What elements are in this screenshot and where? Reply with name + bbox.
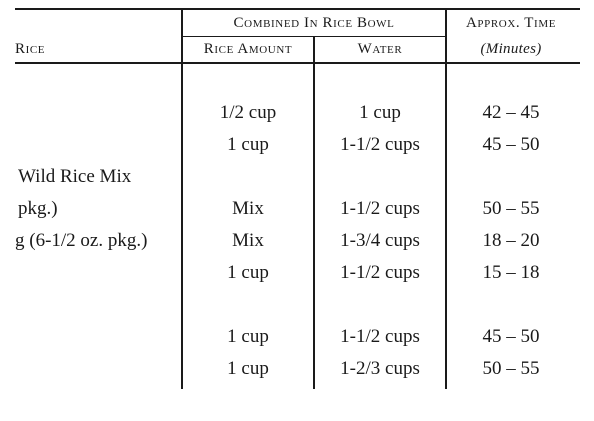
row-amount: 1 cup [227, 134, 269, 155]
row-water: 1-2/3 cups [340, 358, 420, 379]
header-bottom-rule [15, 62, 580, 64]
row-time: 45 – 50 [482, 326, 540, 347]
header-water: Water [357, 41, 403, 57]
row-water: 1-1/2 cups [340, 326, 420, 347]
row-time: 15 – 18 [482, 262, 540, 283]
row-water: 1-1/2 cups [340, 198, 420, 219]
header-rice: Rice [15, 41, 46, 57]
header-combined-in-rice-bowl: Combined In Rice Bowl [233, 15, 395, 31]
row-water: 1-1/2 cups [340, 134, 420, 155]
row-amount: 1 cup [227, 358, 269, 379]
column-divider-1 [181, 9, 183, 389]
row-amount: 1 cup [227, 262, 269, 283]
header-approx-time: Approx. Time [465, 15, 557, 31]
row-time: 42 – 45 [482, 102, 540, 123]
row-water: 1 cup [359, 102, 401, 123]
column-divider-3 [445, 9, 447, 389]
row-rice-name: Wild Rice Mix [18, 166, 132, 187]
combined-underline [182, 36, 446, 38]
header-minutes: (Minutes) [480, 41, 542, 57]
row-rice-name: pkg.) [18, 198, 58, 219]
row-amount: Mix [232, 198, 264, 219]
row-water: 1-1/2 cups [340, 262, 420, 283]
row-amount: Mix [232, 230, 264, 251]
row-time: 50 – 55 [482, 358, 540, 379]
row-amount: 1 cup [227, 326, 269, 347]
column-divider-2 [313, 37, 315, 389]
row-time: 18 – 20 [482, 230, 540, 251]
row-rice-name: g (6-1/2 oz. pkg.) [15, 230, 148, 251]
row-amount: 1/2 cup [219, 102, 277, 123]
top-rule [15, 8, 580, 10]
header-rice-amount: Rice Amount [203, 41, 293, 57]
row-time: 45 – 50 [482, 134, 540, 155]
row-time: 50 – 55 [482, 198, 540, 219]
row-water: 1-3/4 cups [340, 230, 420, 251]
